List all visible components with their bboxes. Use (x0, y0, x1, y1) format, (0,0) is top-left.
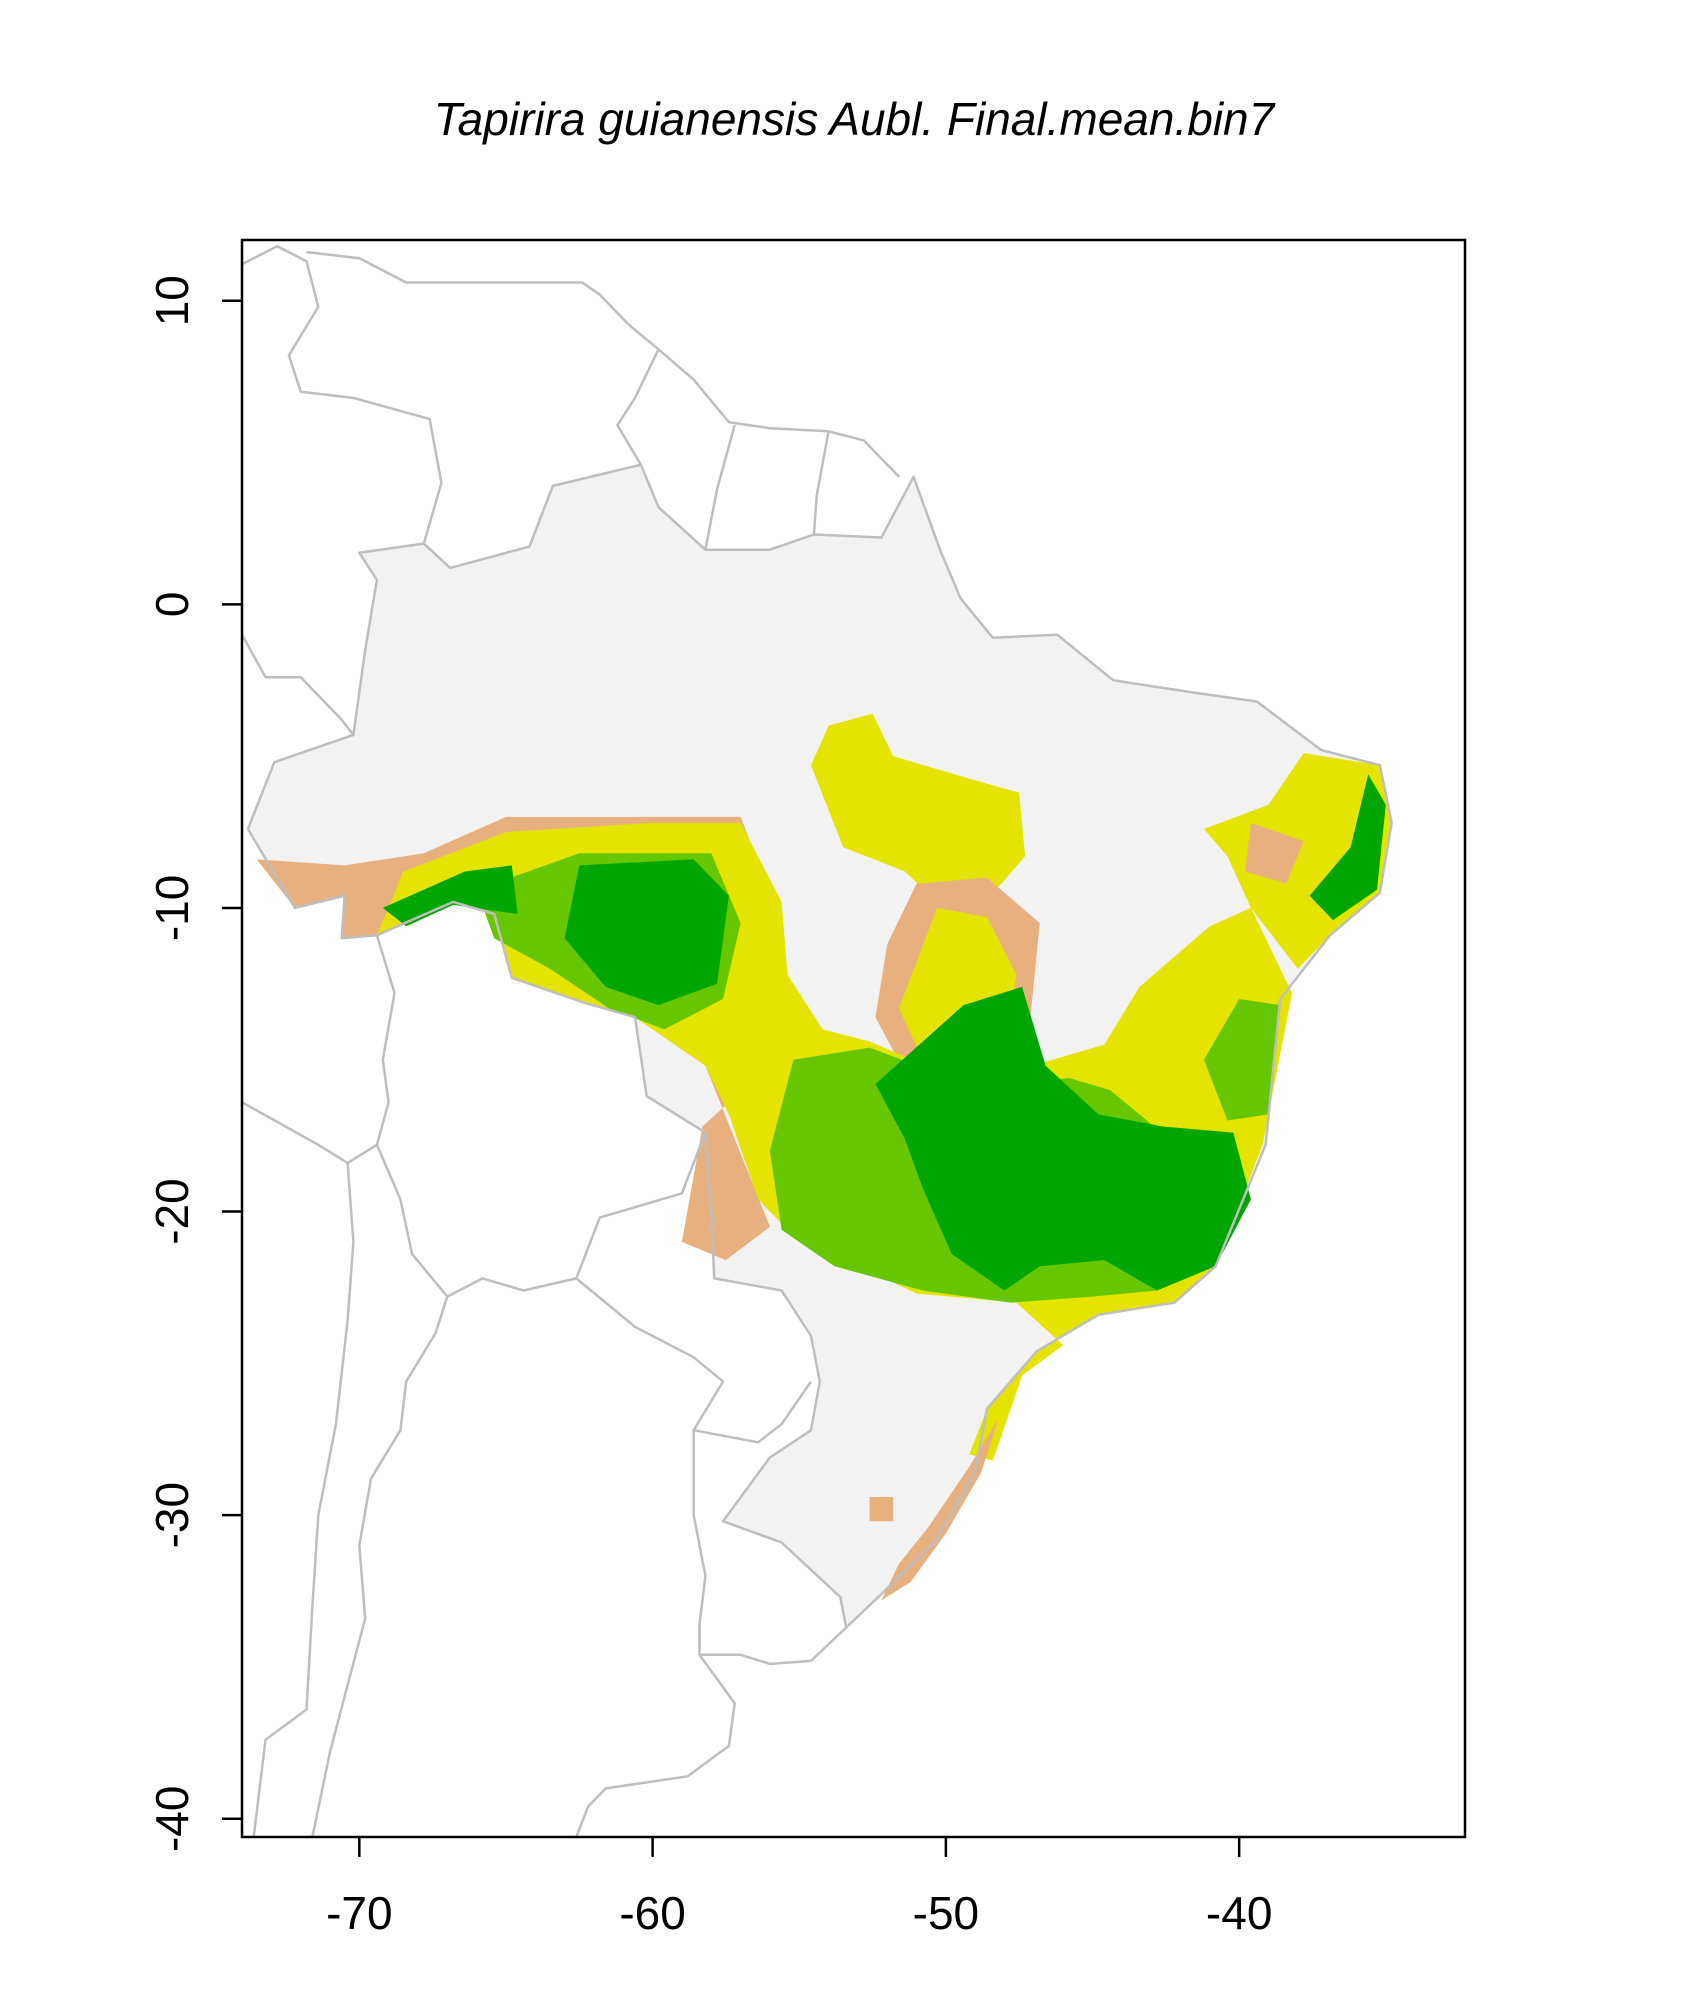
border-line-11 (575, 1277, 813, 1444)
suit-coast-ne (1309, 774, 1386, 921)
suit-south-spot (869, 1497, 894, 1522)
y-axis: 10 0 -10 -20 -30 -40 (146, 275, 242, 1852)
suitability-layer (256, 713, 1392, 1601)
y-tick-label: 10 (146, 275, 198, 326)
y-tick-label: -40 (146, 1786, 198, 1852)
x-tick-label: -70 (326, 1887, 392, 1939)
border-line-13 (575, 1654, 736, 1838)
suit-goias-minas (875, 986, 1251, 1291)
border-line-5 (812, 431, 830, 535)
x-tick-label: -60 (619, 1887, 685, 1939)
y-tick-label: -30 (146, 1482, 198, 1548)
suit-amazon-core (564, 859, 729, 1006)
country-borders (240, 244, 1393, 1838)
suit-bahia-east (1204, 999, 1281, 1121)
y-tick-label: -20 (146, 1178, 198, 1244)
border-line-6 (240, 634, 355, 736)
plot-frame (240, 238, 1467, 1839)
border-line-8 (252, 1162, 355, 1838)
border-line-2 (306, 250, 660, 466)
border-line-10 (446, 1132, 707, 1298)
map-title: Tapirira guianensis Aubl. Final.mean.bin… (433, 93, 1275, 145)
border-line-7 (241, 934, 396, 1165)
border-line-3 (657, 348, 900, 478)
border-line-4 (704, 424, 736, 550)
suit-acre-band (382, 865, 518, 927)
border-line-9 (311, 1144, 449, 1838)
border-line-0 (246, 463, 1393, 1629)
y-tick-label: 0 (146, 592, 198, 618)
suit-ne-patch (1245, 822, 1304, 884)
suit-northeast (1204, 753, 1392, 969)
y-tick-label: -10 (146, 875, 198, 941)
border-line-1 (241, 244, 443, 544)
x-axis: -70 -60 -50 -40 (326, 1837, 1272, 1939)
x-tick-label: -40 (1206, 1887, 1272, 1939)
x-tick-label: -50 (913, 1887, 979, 1939)
suit-north-amazon (811, 713, 1026, 899)
suit-south-coast (881, 1418, 999, 1601)
